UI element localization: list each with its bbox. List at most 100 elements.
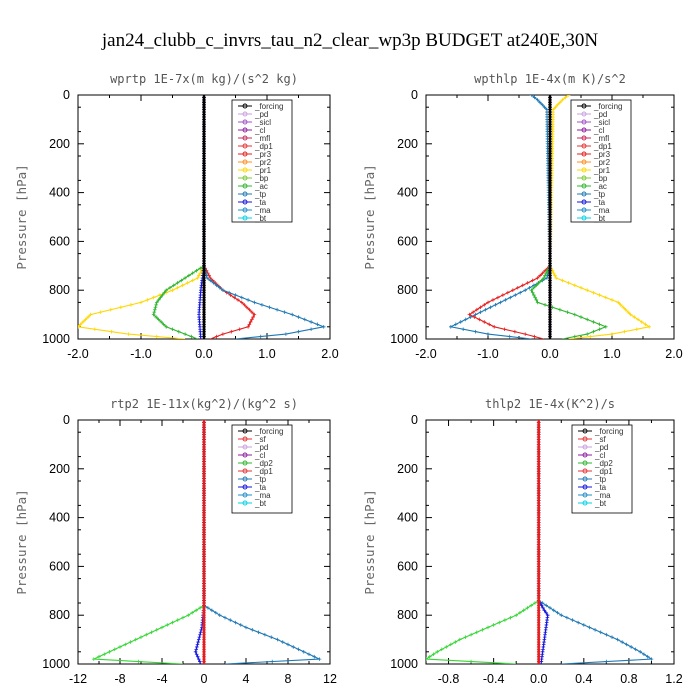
x-tick-label: 0.0	[195, 347, 212, 361]
data-marker	[478, 310, 483, 314]
data-marker	[529, 288, 534, 292]
data-marker	[190, 610, 194, 615]
data-marker	[551, 608, 556, 613]
series-line-tp	[203, 420, 320, 664]
data-marker	[488, 305, 493, 310]
x-tick-label: -1.0	[477, 347, 499, 361]
data-marker	[610, 635, 614, 639]
data-marker	[202, 659, 206, 664]
data-marker	[527, 285, 532, 290]
data-marker	[156, 317, 161, 322]
data-marker	[540, 102, 545, 107]
data-marker	[86, 315, 90, 319]
data-marker	[258, 334, 263, 339]
legend-label: _pr2	[254, 158, 272, 167]
data-marker	[537, 281, 541, 285]
data-marker	[275, 637, 280, 642]
legend-marker	[581, 191, 587, 197]
legend-label: _ma	[594, 491, 611, 500]
legend-label: _sicl	[254, 118, 271, 127]
legend-label: _ta	[593, 198, 606, 207]
data-marker	[165, 623, 170, 627]
series-line-ac	[152, 95, 205, 339]
data-marker	[532, 285, 536, 290]
data-marker	[588, 334, 593, 339]
legend-label: _dp1	[593, 142, 612, 151]
y-tick-label: 600	[49, 559, 70, 573]
data-marker	[593, 628, 597, 632]
data-marker	[623, 307, 628, 312]
data-marker	[177, 329, 181, 334]
chart-panel-1: wprtp 1E-7x(m kg)/(s^2 kg) Pressure [hPa]…	[14, 72, 339, 361]
data-marker	[565, 615, 569, 620]
legend-marker	[581, 135, 587, 141]
data-marker	[530, 278, 535, 283]
legend-label: _forcing	[594, 427, 623, 436]
data-marker	[160, 625, 164, 630]
legend-marker	[242, 207, 248, 213]
data-marker	[604, 325, 608, 329]
series-markers-pr1	[78, 95, 206, 339]
data-marker	[545, 276, 549, 280]
data-marker	[576, 620, 580, 625]
series-group	[449, 95, 651, 339]
data-marker	[269, 635, 273, 639]
legend-label: _ac	[593, 182, 607, 191]
legend-label: _pd	[594, 443, 608, 452]
data-marker	[214, 610, 218, 615]
data-marker	[585, 288, 589, 292]
series-markers-forcing	[548, 95, 552, 339]
legend-label: _bp	[254, 174, 269, 183]
data-marker	[252, 300, 257, 305]
data-marker	[154, 300, 159, 305]
data-marker	[301, 650, 306, 654]
legend-marker	[242, 215, 248, 221]
legend-marker	[242, 436, 248, 442]
data-marker	[286, 642, 290, 647]
legend-box	[231, 424, 293, 514]
legend-marker	[242, 444, 248, 450]
data-marker	[250, 310, 254, 314]
data-marker	[252, 312, 257, 317]
x-tick-label: 1.0	[603, 347, 620, 361]
data-marker	[151, 295, 156, 300]
y-tick-label: 400	[397, 511, 418, 525]
legend-label: _ta	[594, 483, 607, 492]
legend-label: _ta	[254, 198, 267, 207]
x-tick-label: 12	[323, 672, 337, 686]
data-marker	[202, 334, 206, 339]
data-marker	[108, 307, 113, 312]
x-tick-label: 0	[201, 672, 208, 686]
y-axis-label: Pressure [hPa]	[14, 489, 29, 594]
series-markers-dp1	[91, 420, 206, 664]
data-marker	[472, 315, 477, 319]
data-marker	[156, 298, 161, 302]
series-markers-forcing	[536, 420, 541, 664]
legend-label: _dp2	[254, 459, 273, 468]
data-marker	[508, 295, 513, 300]
data-marker	[449, 325, 453, 329]
data-marker	[523, 288, 527, 292]
x-tick-label: 0.4	[575, 672, 592, 686]
data-marker	[206, 606, 210, 610]
data-marker	[597, 327, 602, 332]
data-marker	[228, 618, 233, 622]
data-marker	[183, 276, 187, 280]
x-tick-label: -1.0	[130, 347, 152, 361]
data-marker	[535, 300, 540, 305]
legend-marker	[242, 199, 248, 205]
data-marker	[321, 325, 326, 329]
legend-label: _pr2	[593, 158, 611, 167]
data-marker	[604, 632, 609, 637]
legend-label: _tp	[254, 190, 267, 199]
data-marker	[463, 317, 468, 322]
x-tick-label: 4	[243, 672, 250, 686]
data-marker	[296, 647, 301, 652]
legend-marker	[242, 183, 248, 189]
data-marker	[153, 307, 157, 312]
x-tick-label: 2.0	[321, 347, 338, 361]
data-marker	[223, 615, 227, 620]
data-marker	[109, 329, 114, 334]
data-marker	[98, 310, 103, 314]
legend-label: _cl	[593, 126, 604, 135]
